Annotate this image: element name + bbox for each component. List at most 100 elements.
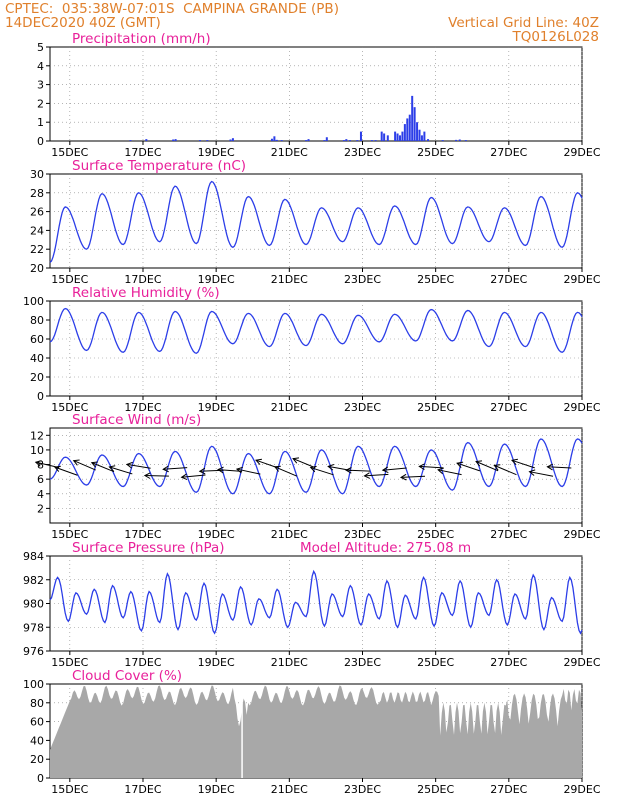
precip-bar — [406, 118, 409, 141]
wind-arrow — [54, 466, 78, 476]
temp-xtick-label: 27DEC — [490, 273, 527, 286]
precip-xtick-label: 21DEC — [271, 146, 308, 159]
wind-arrow-head — [108, 465, 116, 472]
wind-arrow — [218, 469, 243, 472]
wind-arrow — [181, 474, 206, 478]
wind-arrow-head — [399, 473, 407, 481]
precip-bar — [231, 138, 234, 141]
rh-ytick-label: 100 — [23, 295, 44, 308]
precip-bar — [275, 139, 278, 141]
temp-xtick-label: 19DEC — [198, 273, 235, 286]
precip-xtick-label: 19DEC — [198, 146, 235, 159]
rh-xtick-label: 23DEC — [344, 401, 381, 414]
wind-arrow-head — [255, 458, 262, 465]
precip-bar — [305, 140, 308, 141]
temp-xtick-label: 15DEC — [51, 273, 88, 286]
wind-xtick-label: 23DEC — [344, 528, 381, 541]
temp-ytick-label: 22 — [30, 243, 44, 256]
cloud-xtick-label: 25DEC — [417, 783, 454, 796]
cloud-ytick-label: 60 — [30, 716, 44, 729]
precip-bar — [307, 139, 310, 141]
cloud-ytick-label: 0 — [37, 772, 44, 785]
wind-arrow-head — [546, 463, 554, 471]
rh-ytick-label: 20 — [30, 371, 44, 384]
rh-xtick-label: 17DEC — [124, 401, 161, 414]
wind-arrow — [73, 460, 96, 471]
wind-arrow — [236, 468, 261, 475]
wind-arrow — [494, 464, 517, 476]
press-xtick-label: 17DEC — [124, 656, 161, 669]
wind-arrow — [292, 458, 316, 469]
wind-arrow-head — [345, 467, 352, 474]
precip-bar — [198, 140, 201, 141]
wind-arrow — [437, 469, 462, 476]
wind-arrow — [529, 471, 554, 477]
cloud-title: Cloud Cover (%) — [72, 668, 182, 684]
cloud-xtick-label: 21DEC — [271, 783, 308, 796]
wind-arrow — [400, 475, 426, 478]
rh-ytick-label: 40 — [30, 352, 44, 365]
temp-xtick-label: 23DEC — [344, 273, 381, 286]
cloud-ytick-label: 80 — [30, 697, 44, 710]
press-ytick-label: 980 — [23, 598, 44, 611]
wind-arrow — [364, 473, 389, 477]
precip-bar — [129, 140, 132, 141]
rh-ytick-label: 0 — [37, 390, 44, 403]
press-xtick-label: 19DEC — [198, 656, 235, 669]
wind-arrow-head — [235, 466, 243, 474]
precip-bar — [374, 140, 377, 141]
wind-arrow — [91, 462, 115, 473]
wind-arrow — [346, 469, 371, 472]
wind-title: Surface Wind (m/s) — [72, 412, 201, 428]
precip-bar — [396, 133, 399, 141]
precip-bar — [420, 135, 423, 141]
precip-bar — [386, 135, 389, 141]
precip-bar — [145, 139, 148, 141]
precip-bar — [359, 131, 362, 141]
wind-frame — [49, 427, 583, 524]
cloud-xtick-label: 19DEC — [198, 783, 235, 796]
precip-bar — [356, 140, 359, 141]
temp-frame — [49, 173, 583, 269]
wind-xtick-label: 19DEC — [198, 528, 235, 541]
wind-arrow-head — [125, 461, 133, 469]
wind-arrow-head — [418, 463, 426, 471]
temp-ytick-label: 20 — [30, 262, 44, 275]
precip-bar — [416, 122, 419, 141]
press-ytick-label: 978 — [23, 621, 44, 634]
temp-xtick-label: 25DEC — [417, 273, 454, 286]
cloud-xtick-label: 23DEC — [344, 783, 381, 796]
vertical-grid-note: Vertical Grid Line: 40Z — [448, 15, 599, 31]
precip-bar — [458, 139, 461, 141]
press-xtick-label: 15DEC — [51, 656, 88, 669]
wind-arrow-head — [292, 457, 300, 464]
precip-xtick-label: 29DEC — [563, 146, 600, 159]
rh-frame — [49, 300, 583, 397]
wind-arrow-head — [437, 467, 444, 475]
rh-xtick-label: 19DEC — [198, 401, 235, 414]
precip-bar — [345, 139, 348, 141]
wind-arrow-head — [90, 461, 98, 468]
precip-bar — [418, 129, 421, 141]
wind-ytick-label: 10 — [30, 444, 44, 457]
wind-arrow — [456, 462, 481, 472]
precip-bar — [408, 114, 411, 141]
precip-frame — [49, 46, 583, 142]
cloud-area — [50, 685, 582, 778]
press-ytick-label: 982 — [23, 574, 44, 587]
precip-bar — [174, 139, 177, 141]
temp-xtick-label: 17DEC — [124, 273, 161, 286]
precip-xtick-label: 25DEC — [417, 146, 454, 159]
wind-xtick-label: 21DEC — [271, 528, 308, 541]
rh-ytick-label: 60 — [30, 333, 44, 346]
precip-bar — [411, 95, 414, 141]
rh-xtick-label: 15DEC — [51, 401, 88, 414]
rh-xtick-label: 29DEC — [563, 401, 600, 414]
rh-title: Relative Humidity (%) — [72, 285, 220, 301]
temp-ytick-label: 30 — [30, 168, 44, 181]
header-line2: 14DEC2020 40Z (GMT) — [5, 15, 161, 31]
precip-ytick-label: 2 — [37, 97, 44, 110]
wind-arrow-head — [217, 466, 224, 474]
press-xtick-label: 25DEC — [417, 656, 454, 669]
